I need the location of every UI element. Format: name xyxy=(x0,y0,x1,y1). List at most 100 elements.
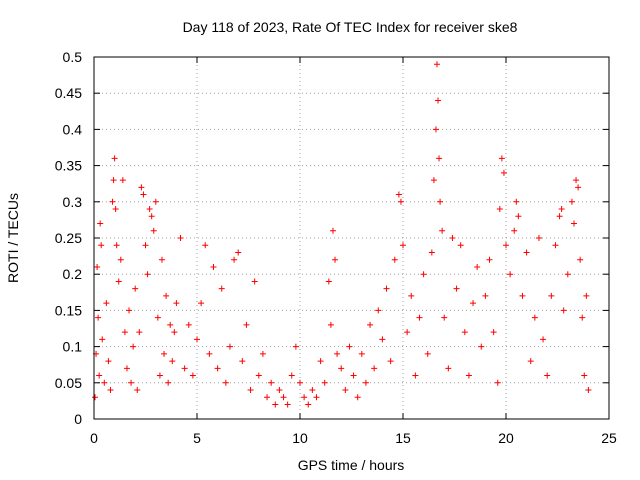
y-tick-label: 0.45 xyxy=(55,85,82,101)
data-point xyxy=(130,343,137,350)
y-tick-label: 0.2 xyxy=(63,266,83,282)
data-point xyxy=(540,336,547,343)
data-point xyxy=(457,242,464,249)
data-point xyxy=(317,358,324,365)
data-point xyxy=(500,169,507,176)
data-point xyxy=(292,343,299,350)
data-point xyxy=(573,177,580,184)
data-point xyxy=(235,249,242,256)
data-point xyxy=(189,372,196,379)
data-point xyxy=(424,350,431,357)
y-tick-label: 0.25 xyxy=(55,230,82,246)
x-axis-label: GPS time / hours xyxy=(298,457,405,473)
data-point xyxy=(98,242,105,249)
data-point xyxy=(148,213,155,220)
data-point xyxy=(110,177,117,184)
data-point xyxy=(158,256,165,263)
data-point xyxy=(461,329,468,336)
data-point xyxy=(117,256,124,263)
data-point xyxy=(214,365,221,372)
data-point xyxy=(527,358,534,365)
data-point xyxy=(449,235,456,241)
data-point xyxy=(169,358,176,365)
data-point xyxy=(552,242,559,249)
data-point xyxy=(327,321,334,328)
data-point xyxy=(268,379,275,386)
data-point xyxy=(397,198,404,205)
x-tick-label: 25 xyxy=(601,430,617,446)
data-point xyxy=(465,372,472,379)
data-point xyxy=(97,220,104,227)
data-point xyxy=(433,61,440,68)
y-tick-labels: 0 0.05 0.1 0.15 0.2 0.25 0.3 0.35 0.4 0.45 0.5 xyxy=(55,49,82,427)
data-point xyxy=(498,155,505,162)
data-point xyxy=(109,198,116,205)
data-point xyxy=(202,242,209,249)
data-point xyxy=(305,401,312,408)
data-point xyxy=(379,336,386,343)
data-point xyxy=(171,329,178,336)
data-point xyxy=(123,365,130,372)
data-point xyxy=(142,242,149,249)
data-point xyxy=(383,285,390,292)
data-point xyxy=(101,379,108,386)
y-tick-label: 0.35 xyxy=(55,158,82,174)
data-point xyxy=(154,314,161,321)
data-point xyxy=(404,329,411,336)
data-point xyxy=(453,285,460,292)
data-point xyxy=(544,372,551,379)
data-point xyxy=(103,300,110,307)
data-point xyxy=(430,177,437,184)
data-point xyxy=(325,278,332,285)
data-point xyxy=(99,336,106,343)
data-point xyxy=(264,394,271,401)
data-point xyxy=(564,271,571,278)
data-point xyxy=(558,206,565,213)
data-point xyxy=(478,343,485,350)
data-point xyxy=(152,198,159,205)
data-point xyxy=(226,343,233,350)
x-tick-label: 0 xyxy=(90,430,98,446)
data-point xyxy=(163,292,170,299)
data-point xyxy=(218,285,225,292)
data-point xyxy=(181,365,188,372)
y-axis-label: ROTI / TECUs xyxy=(5,193,21,283)
data-point xyxy=(329,227,336,234)
data-point xyxy=(107,387,114,394)
data-point xyxy=(581,372,588,379)
data-point xyxy=(115,278,122,285)
data-point xyxy=(255,372,262,379)
data-point xyxy=(126,307,133,314)
data-point xyxy=(548,292,555,299)
data-point xyxy=(239,358,246,365)
data-point xyxy=(140,191,147,198)
data-point xyxy=(150,227,157,234)
y-tick-label: 0.05 xyxy=(55,375,82,391)
data-point xyxy=(222,379,229,386)
data-point xyxy=(412,372,419,379)
data-point xyxy=(577,256,584,263)
data-point xyxy=(511,227,518,234)
data-point xyxy=(161,350,168,357)
data-point xyxy=(332,256,339,263)
y-tick-label: 0.15 xyxy=(55,302,82,318)
x-tick-label: 20 xyxy=(498,430,514,446)
data-point xyxy=(395,191,402,198)
data-points xyxy=(92,61,592,408)
data-point xyxy=(128,379,135,386)
data-point xyxy=(408,292,415,299)
chart-title: Day 118 of 2023, Rate Of TEC Index for r… xyxy=(183,19,518,35)
data-point xyxy=(105,358,112,365)
data-point xyxy=(321,379,328,386)
data-point xyxy=(435,97,442,104)
data-point xyxy=(515,213,522,220)
data-point xyxy=(486,256,493,263)
data-point xyxy=(132,285,139,292)
data-point xyxy=(136,329,143,336)
data-point xyxy=(185,321,192,328)
data-point xyxy=(134,387,141,394)
data-point xyxy=(523,249,530,256)
data-point xyxy=(474,263,481,270)
data-point xyxy=(531,314,538,321)
